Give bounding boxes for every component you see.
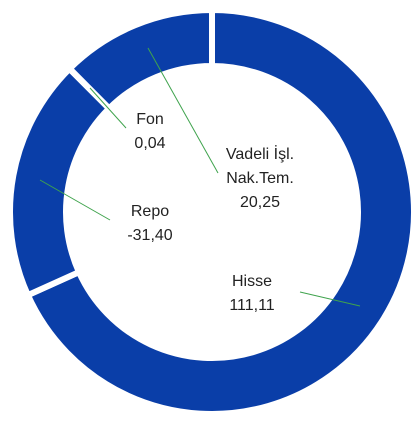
- slice: [23, 6, 417, 417]
- slice: [7, 64, 114, 300]
- data-label: Fon 0,04: [134, 108, 165, 156]
- leader-line: [89, 87, 127, 129]
- data-label: Hisse 111,11: [229, 270, 274, 318]
- category-label: Repo: [130, 203, 170, 220]
- data-label: Repo -31,40: [127, 200, 172, 248]
- value-label: 0,04: [134, 135, 166, 152]
- category-label: Fon: [136, 111, 164, 128]
- leader-line: [147, 47, 219, 174]
- leader-line: [299, 291, 361, 307]
- slice: [65, 6, 215, 113]
- leader-line: [39, 179, 111, 221]
- value-label: 20,25: [239, 194, 281, 211]
- data-label: Vadeli İşl. Nak.Tem. 20,25: [226, 143, 294, 215]
- value-label: 111,11: [229, 297, 275, 314]
- value-label: -31,40: [127, 227, 173, 244]
- category-label: Vadeli İşl. Nak.Tem.: [225, 146, 295, 187]
- category-label: Hisse: [231, 273, 272, 290]
